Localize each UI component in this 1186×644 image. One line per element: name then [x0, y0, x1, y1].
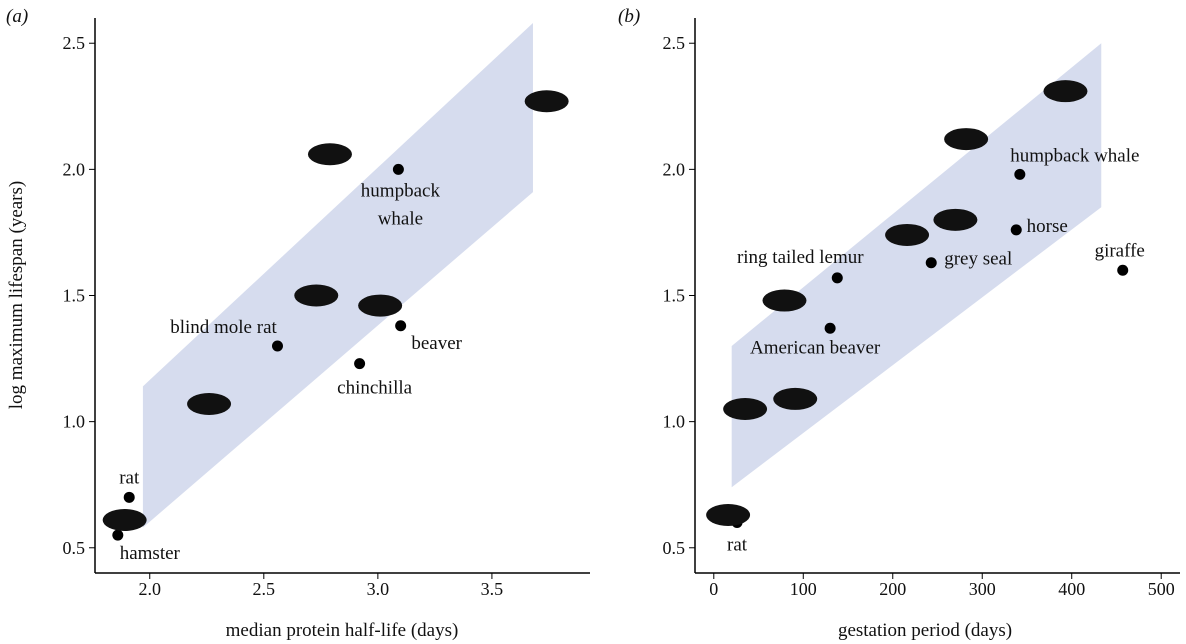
point [393, 164, 404, 175]
point-label: blind mole rat [170, 317, 277, 338]
animal-silhouette [1043, 80, 1087, 102]
y-tick-label: 1.5 [663, 286, 686, 306]
animal-silhouette [773, 388, 817, 410]
point-label: beaver [411, 333, 462, 354]
x-axis-title: gestation period (days) [838, 620, 1012, 641]
point-label: chinchilla [337, 378, 412, 399]
panel-label: (a) [6, 6, 28, 27]
y-tick-label: 2.5 [663, 33, 686, 53]
x-tick-label: 3.0 [367, 579, 390, 599]
point-label: giraffe [1095, 240, 1145, 261]
animal-silhouette [525, 90, 569, 112]
y-tick-label: 1.0 [663, 412, 686, 432]
y-axis-title: log maximum lifespan (years) [6, 181, 27, 409]
animal-silhouette [706, 504, 750, 526]
animal-silhouette [187, 393, 231, 415]
y-tick-label: 2.0 [663, 159, 686, 179]
animal-silhouette [933, 209, 977, 231]
y-tick-label: 0.5 [663, 538, 686, 558]
x-tick-label: 300 [969, 579, 996, 599]
point-label: grey seal [944, 249, 1012, 270]
point-label: rat [727, 535, 748, 556]
y-tick-label: 2.0 [63, 159, 86, 179]
point-label: ring tailed lemur [737, 247, 864, 268]
animal-silhouette [723, 398, 767, 420]
point [395, 320, 406, 331]
point-label: hamster [120, 543, 181, 564]
x-tick-label: 2.5 [253, 579, 276, 599]
x-tick-label: 0 [709, 579, 718, 599]
x-tick-label: 400 [1058, 579, 1085, 599]
panel-label: (b) [618, 6, 640, 27]
point [112, 530, 123, 541]
point [1011, 224, 1022, 235]
x-tick-label: 200 [879, 579, 906, 599]
point-label: horse [1027, 216, 1068, 237]
animal-silhouette [294, 285, 338, 307]
confidence-band [143, 23, 533, 528]
point-label: humpback whale [1010, 145, 1139, 166]
point [272, 340, 283, 351]
animal-silhouette [308, 143, 352, 165]
point [354, 358, 365, 369]
x-tick-label: 3.5 [481, 579, 504, 599]
animal-silhouette [103, 509, 147, 531]
x-tick-label: 500 [1148, 579, 1175, 599]
animal-silhouette [358, 295, 402, 317]
animal-silhouette [762, 290, 806, 312]
point [832, 272, 843, 283]
point [1014, 169, 1025, 180]
animal-silhouette [885, 224, 929, 246]
point [124, 492, 135, 503]
point-label: rat [119, 467, 140, 488]
y-tick-label: 1.5 [63, 286, 86, 306]
y-tick-label: 1.0 [63, 412, 86, 432]
y-tick-label: 2.5 [63, 33, 86, 53]
x-tick-label: 2.0 [138, 579, 161, 599]
animal-silhouette [944, 128, 988, 150]
point [825, 323, 836, 334]
y-tick-label: 0.5 [63, 538, 86, 558]
point [926, 257, 937, 268]
figure: (a) (b) log maximum lifespan (years) med… [0, 0, 1186, 644]
x-axis-title: median protein half-life (days) [226, 620, 459, 641]
point [1117, 265, 1128, 276]
x-tick-label: 100 [790, 579, 817, 599]
point-label: American beaver [750, 337, 881, 358]
